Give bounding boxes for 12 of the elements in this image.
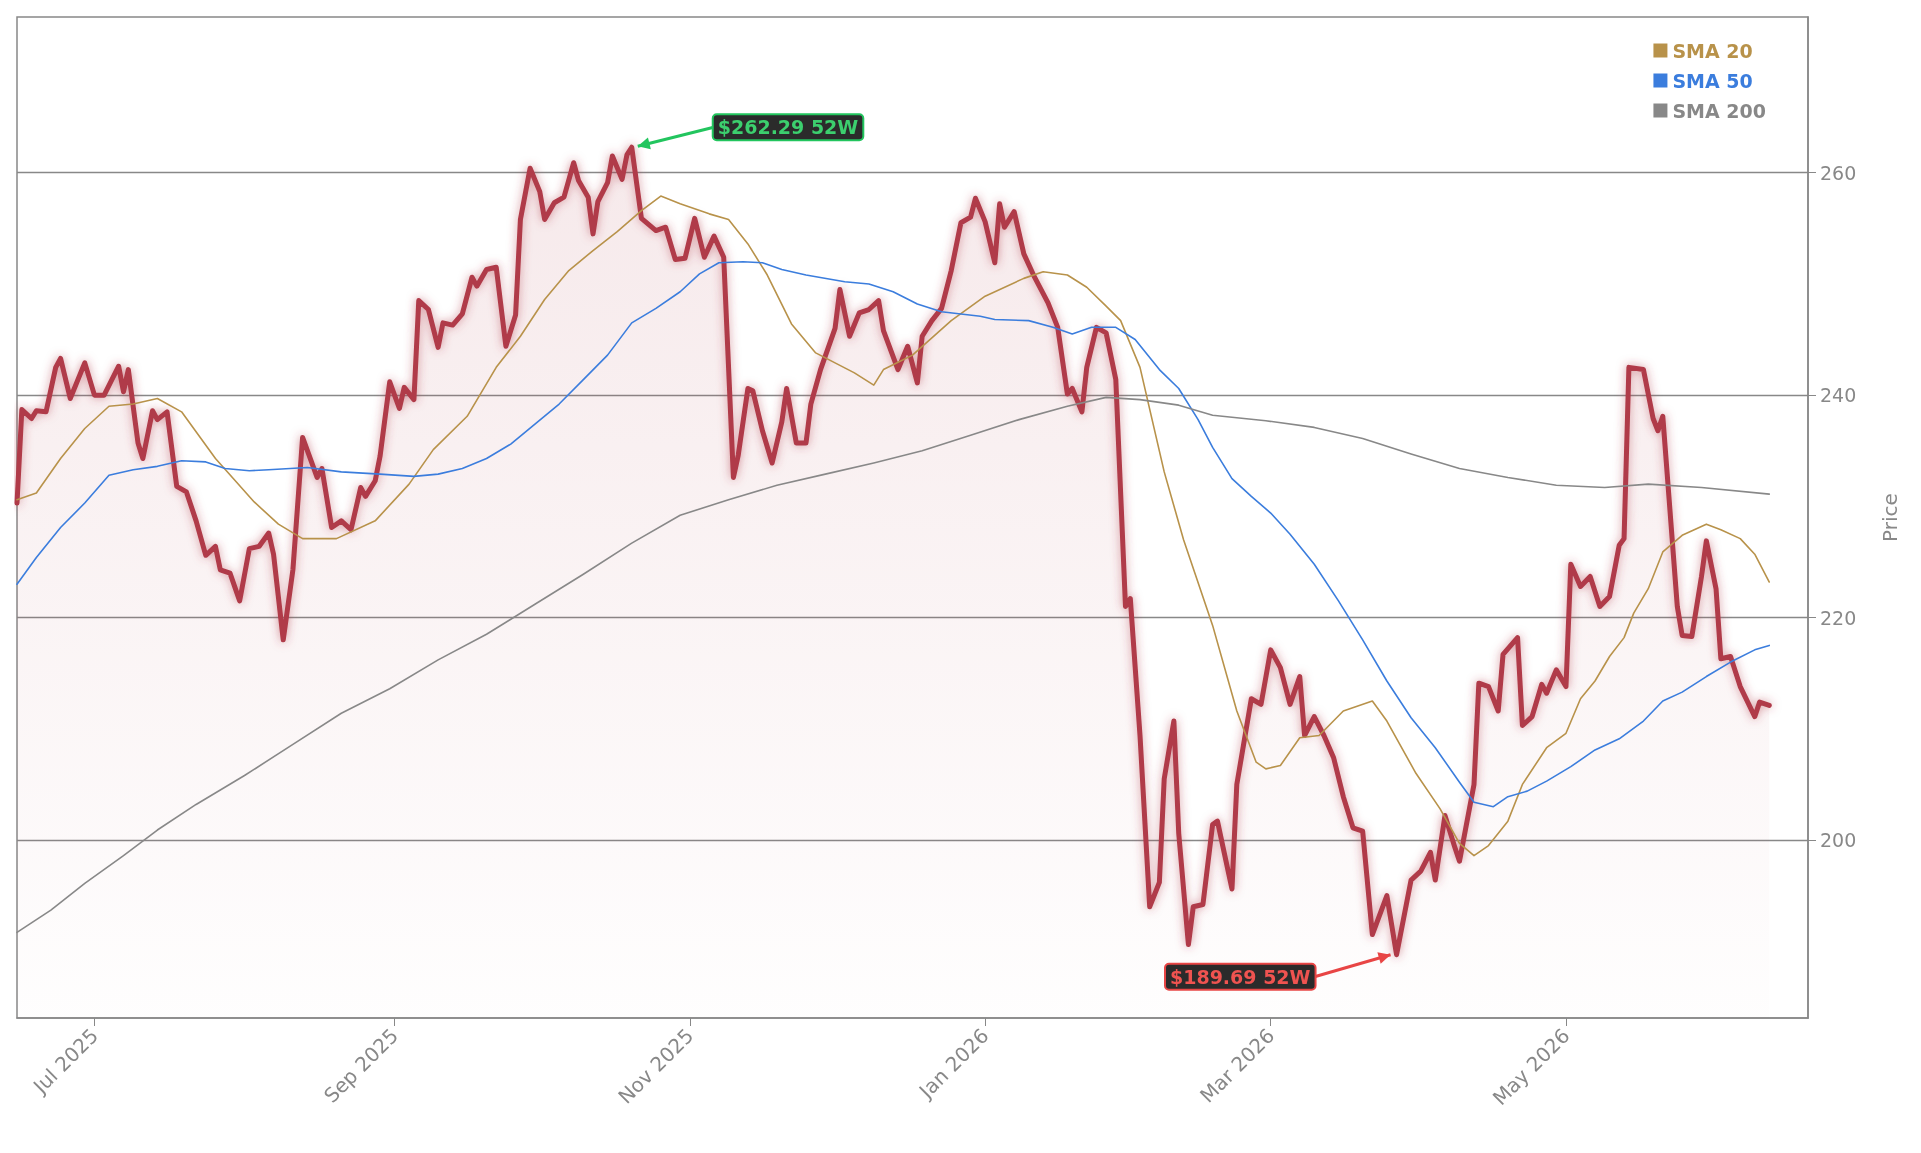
y-tick-label: 240 (1820, 384, 1857, 407)
line-series (16, 260, 1771, 808)
y-tick-label: 260 (1820, 161, 1857, 184)
legend-label: SMA 20 (1672, 39, 1753, 62)
annotation: $262.29 52W (717, 116, 859, 139)
annotation: $189.69 52W (1169, 965, 1311, 988)
y-axis-title: Price (1878, 493, 1902, 542)
legend-label: SMA 200 (1672, 99, 1767, 122)
y-tick-label: 200 (1820, 829, 1857, 852)
y-tick-label: 220 (1820, 606, 1857, 629)
line-series (16, 195, 1771, 857)
legend-label: SMA 50 (1672, 69, 1753, 92)
